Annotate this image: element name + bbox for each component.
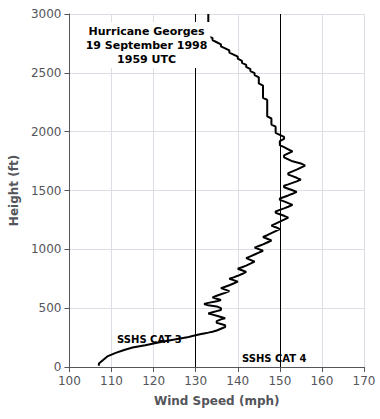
svg-text:1000: 1000 (31, 242, 62, 256)
svg-text:110: 110 (100, 374, 123, 388)
svg-text:19 September 1998: 19 September 1998 (86, 39, 208, 52)
svg-text:3000: 3000 (31, 7, 62, 21)
svg-text:SSHS CAT 4: SSHS CAT 4 (242, 353, 307, 364)
svg-text:160: 160 (310, 374, 333, 388)
svg-text:130: 130 (184, 374, 207, 388)
svg-text:SSHS CAT 3: SSHS CAT 3 (117, 334, 182, 345)
svg-text:2500: 2500 (31, 66, 62, 80)
svg-text:500: 500 (39, 301, 62, 315)
svg-text:150: 150 (268, 374, 291, 388)
svg-text:140: 140 (226, 374, 249, 388)
svg-text:Height (ft): Height (ft) (7, 155, 21, 226)
svg-text:1500: 1500 (31, 184, 62, 198)
svg-text:2000: 2000 (31, 125, 62, 139)
svg-text:170: 170 (353, 374, 376, 388)
svg-text:100: 100 (58, 374, 81, 388)
svg-text:0: 0 (54, 360, 62, 374)
svg-text:Wind Speed (mph): Wind Speed (mph) (154, 394, 280, 408)
svg-text:120: 120 (142, 374, 165, 388)
svg-text:Hurricane Georges: Hurricane Georges (89, 25, 206, 38)
svg-text:1959 UTC: 1959 UTC (117, 53, 176, 66)
